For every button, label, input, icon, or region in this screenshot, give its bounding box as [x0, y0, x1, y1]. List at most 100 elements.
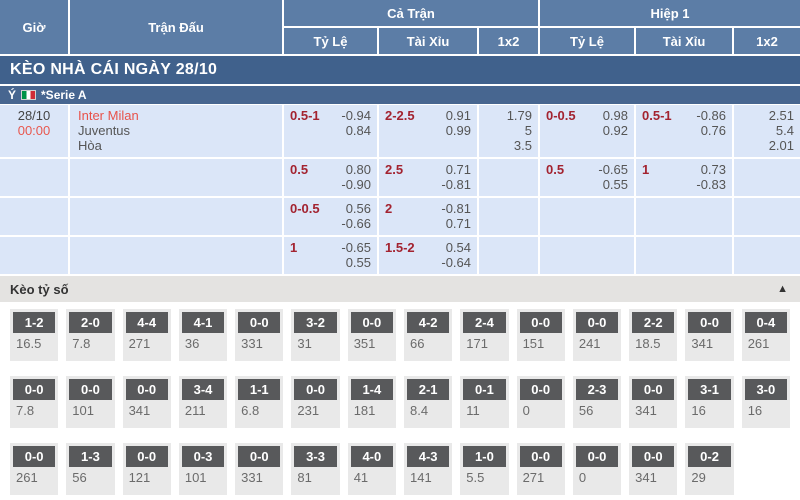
score-odds-cell[interactable]: 0-0 121 [122, 443, 171, 495]
score-odds-cell[interactable]: 2-4 171 [460, 309, 509, 361]
ft-1x2-cell [479, 198, 538, 235]
score-odds-cell[interactable]: 2-3 56 [572, 376, 622, 428]
score-odds-cell[interactable]: 0-0 351 [347, 309, 396, 361]
score-odds-cell[interactable]: 3-4 211 [178, 376, 228, 428]
ft-overunder-cell[interactable]: 1.5-2 0.54 -0.64 [379, 237, 477, 274]
score-label: 4-4 [125, 312, 168, 333]
score-odds-cell[interactable]: 0-0 0 [516, 376, 565, 428]
score-odds-cell[interactable]: 0-4 261 [741, 309, 790, 361]
score-odds-value: 121 [128, 470, 151, 485]
h1-handicap-cell [540, 237, 634, 274]
score-label: 3-2 [294, 312, 337, 333]
score-odds-cell[interactable]: 0-0 331 [235, 443, 284, 495]
ft-handicap-cell[interactable]: 1 -0.65 0.55 [284, 237, 377, 274]
ft-1x2-cell[interactable]: 1.79 5 3.5 [479, 105, 538, 157]
score-odds-cell[interactable]: 0-1 11 [460, 376, 509, 428]
score-label: 0-0 [13, 446, 56, 467]
h1-overunder-cell[interactable]: 1 0.73 -0.83 [636, 159, 732, 196]
time-cell: 28/10 00:00 [0, 105, 68, 157]
h1-overunder-cell[interactable]: 0.5-1 -0.86 0.76 [636, 105, 732, 157]
score-odds-cell[interactable]: 2-1 8.4 [403, 376, 453, 428]
score-label: 1-2 [13, 312, 56, 333]
score-odds-cell[interactable]: 1-4 181 [347, 376, 396, 428]
score-odds-cell[interactable]: 0-3 101 [178, 443, 228, 495]
ft-handicap-cell-value-2: 0.55 [345, 255, 371, 270]
score-odds-cell[interactable]: 0-0 341 [122, 376, 171, 428]
draw-label[interactable]: Hòa [78, 138, 102, 153]
score-odds-cell[interactable]: 4-2 66 [403, 309, 453, 361]
col-header-ft-handicap: Tỷ Lệ [284, 28, 377, 54]
score-odds-cell[interactable]: 0-0 341 [685, 309, 734, 361]
h1-overunder-cell-values: 0.73 -0.83 [696, 162, 726, 192]
score-label: 0-1 [463, 379, 506, 400]
score-odds-cell[interactable]: 1-0 5.5 [460, 443, 509, 495]
team-away[interactable]: Juventus [78, 123, 131, 138]
score-odds-cell[interactable]: 2-2 18.5 [629, 309, 678, 361]
score-odds-cell[interactable]: 0-0 331 [235, 309, 284, 361]
score-row: 0-0 7.8 0-0 101 0-0 341 3-4 211 1-1 6.8 0-0 231 1-4 1… [10, 376, 790, 428]
score-odds-cell[interactable]: 0-0 341 [629, 376, 678, 428]
score-odds-cell[interactable]: 0-0 151 [516, 309, 565, 361]
ft-1x2-cell-value-3: 3.5 [513, 138, 532, 153]
h1-1x2-cell[interactable]: 2.51 5.4 2.01 [734, 105, 800, 157]
score-label: 1-0 [463, 446, 506, 467]
score-label: 2-1 [406, 379, 450, 400]
ft-overunder-cell[interactable]: 2-2.5 0.91 0.99 [379, 105, 477, 157]
ft-handicap-cell[interactable]: 0-0.5 0.56 -0.66 [284, 198, 377, 235]
h1-handicap-cell-value-2: 0.92 [602, 123, 628, 138]
odds-table-header: Giờ Trận Đấu Cả Trận Hiệp 1 Tỷ Lệ Tài Xỉ… [0, 0, 800, 54]
ft-overunder-cell-line: 2 [385, 201, 393, 216]
score-odds-cell[interactable]: 4-1 36 [178, 309, 228, 361]
score-odds-value: 211 [184, 403, 206, 418]
score-label: 4-3 [406, 446, 450, 467]
score-odds-cell[interactable]: 4-4 271 [122, 309, 171, 361]
ft-handicap-cell[interactable]: 0.5-1 -0.94 0.84 [284, 105, 377, 157]
score-odds-cell[interactable]: 3-0 16 [741, 376, 790, 428]
score-odds-value: 151 [522, 336, 545, 351]
h1-overunder-cell-value-1: 0.73 [700, 162, 726, 177]
score-label: 1-3 [69, 446, 112, 467]
score-odds-cell[interactable]: 3-2 31 [291, 309, 340, 361]
ft-overunder-cell-value-2: 0.99 [445, 123, 471, 138]
col-header-ft-1x2: 1x2 [479, 28, 538, 54]
score-odds-cell[interactable]: 0-0 101 [66, 376, 115, 428]
score-odds-cell[interactable]: 0-0 7.8 [10, 376, 59, 428]
score-odds-cell[interactable]: 1-3 56 [66, 443, 115, 495]
ft-overunder-cell[interactable]: 2 -0.81 0.71 [379, 198, 477, 235]
score-label: 4-1 [181, 312, 225, 333]
score-label: 2-4 [463, 312, 506, 333]
score-odds-cell[interactable]: 0-0 271 [516, 443, 565, 495]
score-odds-cell[interactable]: 0-0 341 [629, 443, 678, 495]
ft-overunder-cell[interactable]: 2.5 0.71 -0.81 [379, 159, 477, 196]
ft-overunder-cell-values: 0.54 -0.64 [441, 240, 471, 270]
collapse-caret-icon[interactable]: ▲ [777, 283, 788, 295]
score-odds-cell[interactable]: 3-1 16 [685, 376, 734, 428]
ft-handicap-cell[interactable]: 0.5 0.80 -0.90 [284, 159, 377, 196]
h1-handicap-cell[interactable]: 0-0.5 0.98 0.92 [540, 105, 634, 157]
score-label: 0-0 [575, 312, 619, 333]
score-odds-cell[interactable]: 1-2 16.5 [10, 309, 59, 361]
score-label: 0-0 [519, 379, 562, 400]
score-odds-cell[interactable]: 4-3 141 [403, 443, 453, 495]
score-odds-cell[interactable]: 0-0 0 [572, 443, 622, 495]
score-odds-cell[interactable]: 0-0 241 [572, 309, 622, 361]
score-odds-cell[interactable]: 0-2 29 [685, 443, 734, 495]
score-odds-cell[interactable]: 0-0 261 [10, 443, 59, 495]
score-label: 0-0 [688, 312, 731, 333]
score-label: 0-0 [350, 312, 393, 333]
ft-overunder-cell-value-1: 0.54 [445, 240, 471, 255]
score-label: 0-0 [575, 446, 619, 467]
score-odds-cell[interactable]: 2-0 7.8 [66, 309, 115, 361]
score-odds-value: 341 [128, 403, 151, 418]
ft-handicap-cell-value-2: -0.66 [341, 216, 371, 231]
score-odds-value: 18.5 [635, 336, 661, 351]
score-odds-cell[interactable]: 1-1 6.8 [235, 376, 284, 428]
score-odds-cell[interactable]: 0-0 231 [291, 376, 340, 428]
score-odds-cell[interactable]: 4-0 41 [347, 443, 396, 495]
match-cell: Inter Milan Juventus Hòa [70, 105, 282, 157]
h1-handicap-cell[interactable]: 0.5 -0.65 0.55 [540, 159, 634, 196]
score-odds-cell[interactable]: 3-3 81 [291, 443, 340, 495]
score-odds-value: 101 [72, 403, 94, 418]
team-home[interactable]: Inter Milan [78, 108, 139, 123]
score-odds-value: 331 [241, 336, 263, 351]
